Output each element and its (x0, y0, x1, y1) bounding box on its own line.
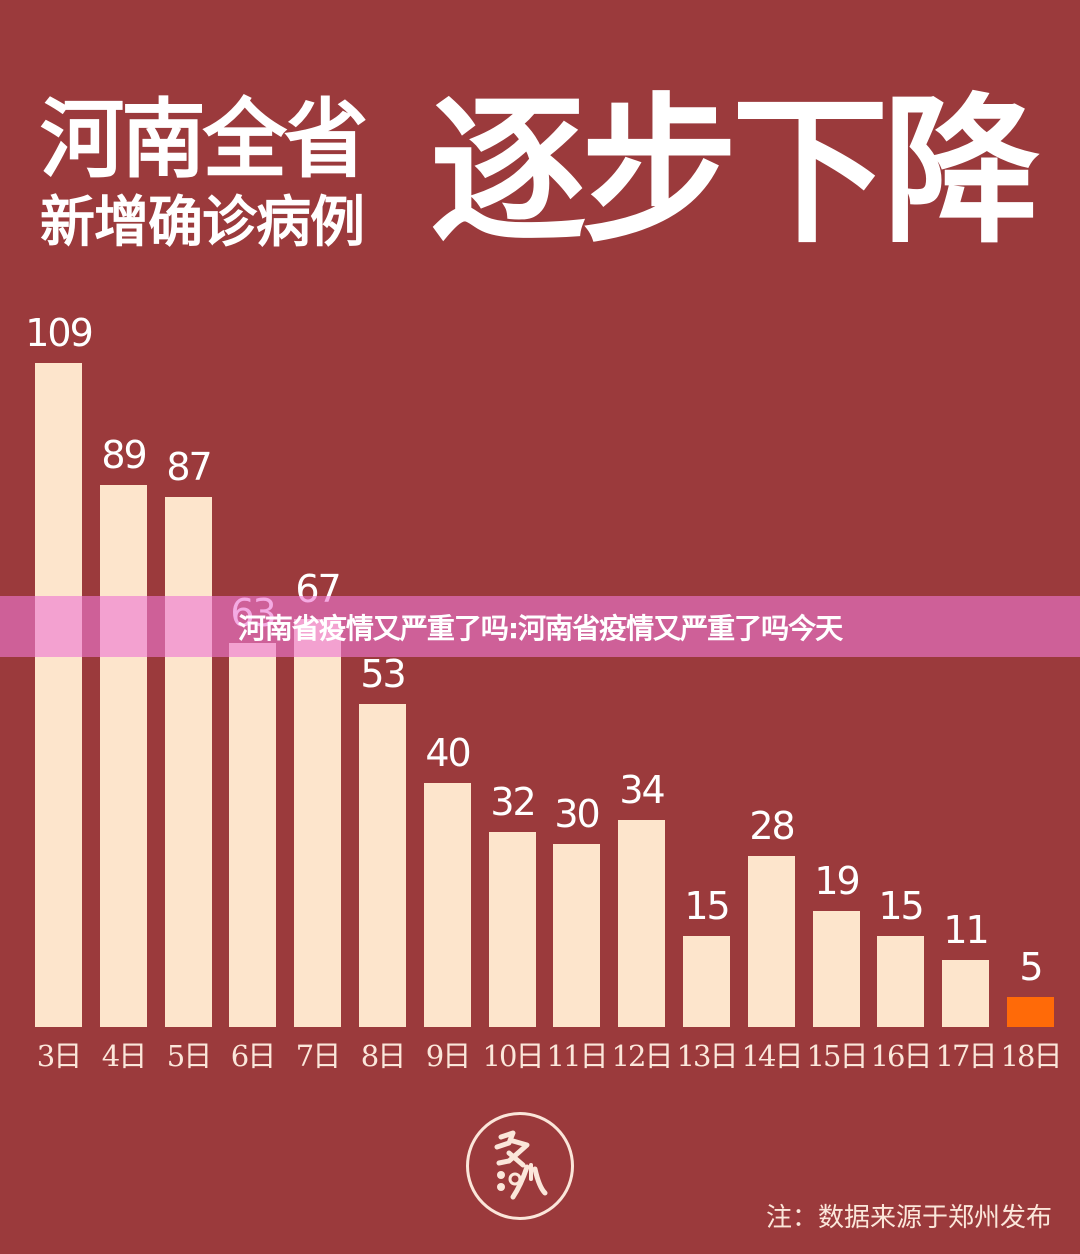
x-axis-label: 10日 (482, 1039, 545, 1073)
bar-value-label: 109 (25, 311, 94, 355)
bar-4日 (100, 485, 147, 1027)
bar-5日 (165, 497, 212, 1027)
bar-17日 (942, 960, 989, 1027)
source-note: 注：数据来源于郑州发布 (765, 1203, 1052, 1233)
banner-text: 河南省疫情又严重了吗:河南省疫情又严重了吗今天 (237, 611, 843, 645)
x-axis-label: 5日 (166, 1039, 212, 1073)
x-axis-label: 16日 (870, 1039, 933, 1073)
x-axis-label: 8日 (360, 1039, 406, 1073)
bar-16日 (877, 936, 924, 1027)
bar-15日 (813, 911, 860, 1027)
x-axis-label: 7日 (295, 1039, 341, 1073)
bar-9日 (424, 783, 471, 1027)
bar-value-label: 30 (554, 792, 600, 836)
bar-6日 (229, 643, 276, 1027)
x-axis-label: 12日 (611, 1039, 674, 1073)
bar-value-label: 28 (749, 804, 795, 848)
x-axis-label: 13日 (676, 1039, 739, 1073)
title-line-2: 新增确诊病例 (40, 190, 365, 254)
bar-value-label: 11 (943, 908, 989, 952)
bar-value-label: 19 (814, 859, 860, 903)
x-axis-label: 4日 (101, 1039, 147, 1073)
x-axis-label: 14日 (741, 1039, 804, 1073)
bar-value-label: 53 (360, 652, 406, 696)
x-axis-label: 18日 (1000, 1039, 1063, 1073)
bar-13日 (683, 936, 730, 1027)
x-axis-label: 15日 (806, 1039, 869, 1073)
bar-value-label: 89 (101, 433, 147, 477)
x-axis-label: 11日 (546, 1039, 609, 1073)
logo (466, 1112, 574, 1220)
title-emphasis: 逐步下降 (430, 78, 1040, 265)
logo-icon (494, 1130, 548, 1200)
bar-8日 (359, 704, 406, 1027)
bar-value-label: 32 (490, 780, 536, 824)
x-axis-label: 17日 (935, 1039, 998, 1073)
bar-value-label: 15 (878, 884, 924, 928)
x-axis-label: 6日 (230, 1039, 276, 1073)
bar-value-label: 40 (425, 731, 471, 775)
title-block: 河南全省 新增确诊病例 (40, 92, 430, 254)
bar-14日 (748, 856, 795, 1027)
bar-12日 (618, 820, 665, 1027)
bar-3日 (35, 363, 82, 1027)
bar-value-label: 34 (619, 768, 665, 812)
x-axis-label: 3日 (36, 1039, 82, 1073)
bar-value-label: 87 (166, 445, 212, 489)
bar-value-label: 5 (1019, 945, 1043, 989)
bar-value-label: 15 (684, 884, 730, 928)
x-axis-label: 9日 (425, 1039, 471, 1073)
bar-18日 (1007, 997, 1054, 1027)
bar-10日 (489, 832, 536, 1027)
overlay-banner: 河南省疫情又严重了吗:河南省疫情又严重了吗今天 (0, 596, 1080, 657)
title-line-1: 河南全省 (40, 90, 368, 190)
bar-7日 (294, 619, 341, 1027)
bar-11日 (553, 844, 600, 1027)
